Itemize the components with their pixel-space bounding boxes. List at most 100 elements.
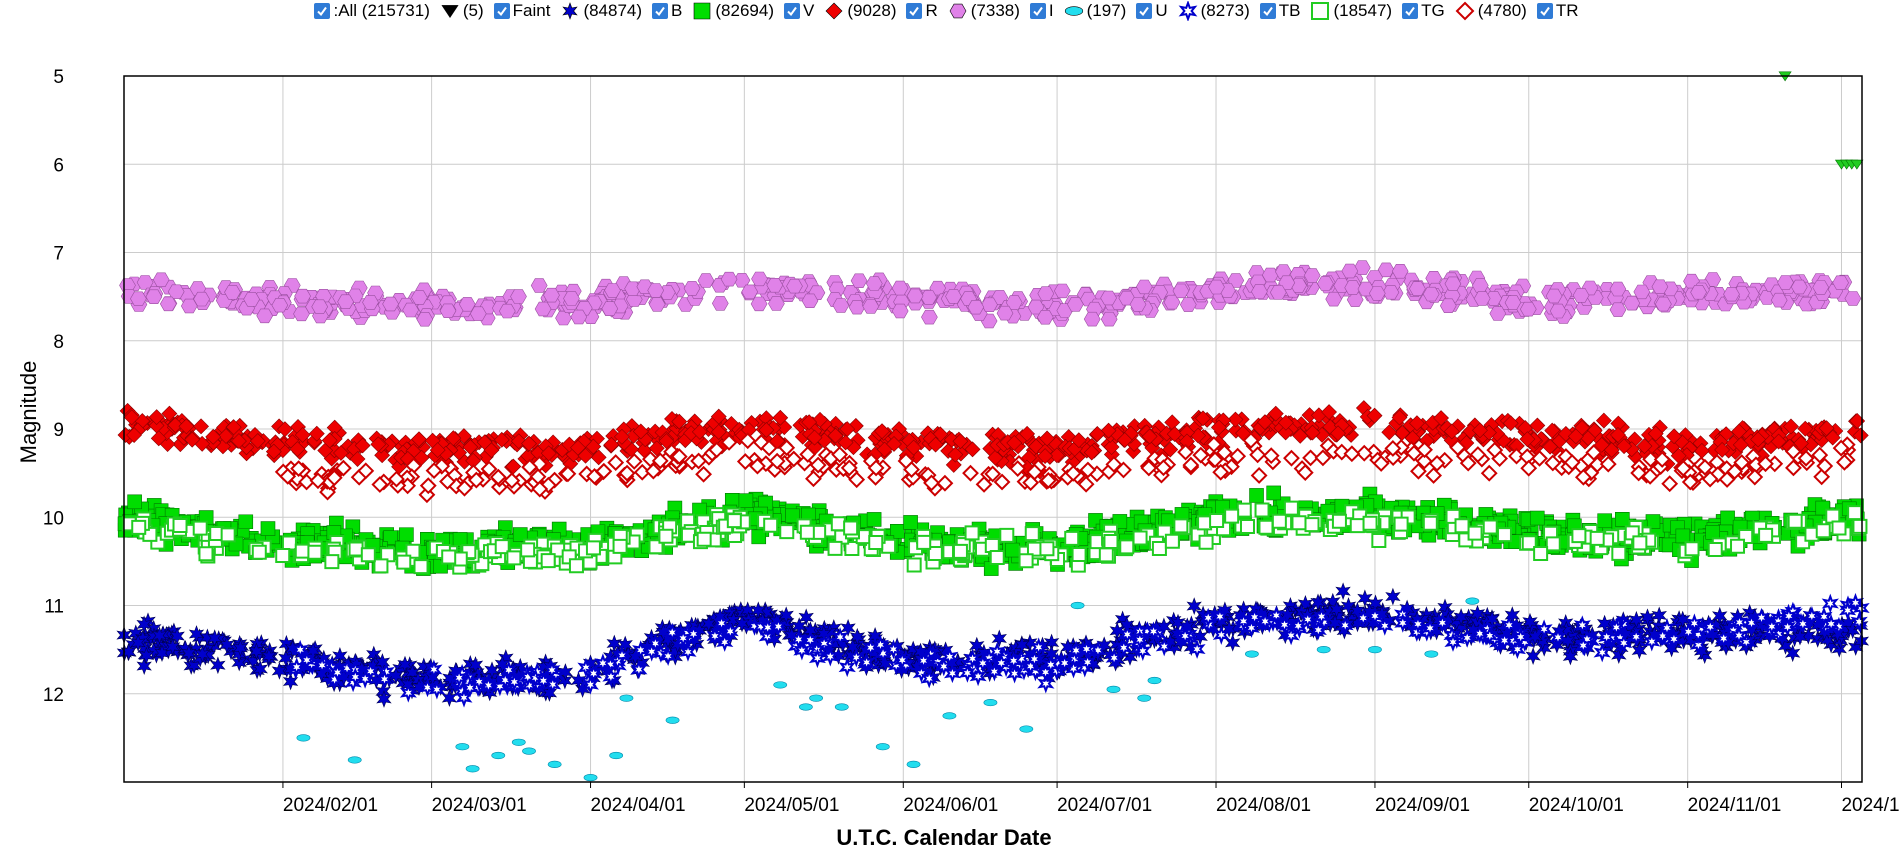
checkbox-icon[interactable] bbox=[652, 3, 669, 19]
data-point bbox=[1705, 524, 1720, 540]
legend-item[interactable]: :All (215731) bbox=[314, 1, 430, 21]
legend-item[interactable]: (84874) bbox=[560, 1, 642, 21]
data-point bbox=[1036, 310, 1054, 325]
legend-item[interactable]: B bbox=[652, 1, 682, 21]
legend-item[interactable]: TR bbox=[1536, 1, 1579, 21]
data-point bbox=[891, 303, 909, 319]
legend-item[interactable]: (4780) bbox=[1455, 1, 1527, 21]
data-point bbox=[1529, 510, 1545, 526]
legend-item[interactable]: (197) bbox=[1064, 1, 1126, 21]
data-point bbox=[1371, 533, 1387, 549]
data-point bbox=[1571, 528, 1587, 544]
checkbox-icon[interactable] bbox=[1259, 3, 1276, 19]
data-point bbox=[256, 308, 274, 324]
data-point bbox=[570, 309, 588, 325]
data-point bbox=[1690, 285, 1707, 300]
data-point bbox=[1847, 505, 1863, 521]
data-point bbox=[1623, 295, 1641, 311]
data-point bbox=[180, 298, 198, 314]
data-point bbox=[1615, 512, 1630, 527]
x-tick-label: 2024/08/01 bbox=[1216, 795, 1311, 816]
legend-item[interactable]: U bbox=[1136, 1, 1168, 21]
data-point bbox=[1393, 516, 1409, 532]
data-point bbox=[809, 694, 824, 702]
data-point bbox=[337, 294, 354, 309]
legend-item[interactable]: Faint bbox=[493, 1, 550, 21]
data-point bbox=[469, 306, 487, 321]
legend-item[interactable]: I bbox=[1029, 1, 1054, 21]
legend-item[interactable]: TB bbox=[1259, 1, 1300, 21]
data-point bbox=[131, 519, 147, 535]
legend-item[interactable]: (7338) bbox=[948, 1, 1020, 21]
legend-item[interactable]: TG bbox=[1402, 1, 1445, 21]
legend-item[interactable]: V bbox=[784, 1, 814, 21]
data-point bbox=[1245, 650, 1259, 658]
checkbox-icon[interactable] bbox=[1029, 3, 1046, 19]
open-star-symbol-icon bbox=[1178, 1, 1198, 21]
data-point bbox=[891, 280, 909, 296]
checkbox-icon[interactable] bbox=[1536, 3, 1553, 19]
data-point bbox=[964, 525, 980, 541]
data-point bbox=[281, 535, 297, 551]
data-point bbox=[1777, 275, 1794, 290]
data-point bbox=[607, 454, 625, 471]
data-point bbox=[1070, 601, 1085, 610]
data-point bbox=[1632, 535, 1648, 551]
data-point bbox=[1064, 6, 1083, 16]
legend-item[interactable]: R bbox=[906, 1, 938, 21]
legend-item[interactable]: (82694) bbox=[692, 1, 774, 21]
data-point bbox=[999, 527, 1015, 543]
checkbox-icon[interactable] bbox=[1402, 3, 1419, 19]
data-point bbox=[260, 521, 276, 536]
checkbox-icon[interactable] bbox=[314, 3, 331, 19]
legend-item[interactable]: (9028) bbox=[824, 1, 896, 21]
checkbox-icon[interactable] bbox=[906, 3, 923, 19]
data-point bbox=[562, 2, 579, 20]
data-point bbox=[1346, 292, 1364, 307]
data-point bbox=[1815, 523, 1831, 539]
data-point bbox=[695, 465, 712, 483]
data-point bbox=[766, 278, 784, 293]
data-point bbox=[396, 554, 412, 570]
data-point bbox=[238, 514, 254, 530]
y-tick-label: 11 bbox=[44, 597, 64, 618]
data-point bbox=[1409, 281, 1426, 296]
data-point bbox=[624, 281, 641, 296]
data-point bbox=[441, 689, 458, 707]
data-point bbox=[779, 524, 795, 540]
x-tick-label: 2024/07/01 bbox=[1057, 795, 1152, 816]
data-point bbox=[362, 295, 379, 310]
data-point bbox=[1135, 279, 1153, 295]
data-point bbox=[458, 297, 476, 312]
data-point bbox=[416, 312, 434, 327]
data-point bbox=[1132, 530, 1148, 546]
data-point bbox=[1572, 288, 1590, 303]
legend-item[interactable]: (8273) bbox=[1178, 1, 1250, 21]
data-point bbox=[848, 300, 866, 315]
legend-label: TR bbox=[1555, 1, 1579, 20]
data-point bbox=[568, 558, 584, 574]
data-point bbox=[534, 301, 552, 317]
data-point bbox=[1597, 513, 1612, 528]
data-point bbox=[224, 285, 241, 300]
legend-item[interactable]: (18547) bbox=[1310, 1, 1392, 21]
legend-count: (82694) bbox=[715, 1, 774, 20]
data-point bbox=[1790, 279, 1808, 295]
data-point bbox=[1533, 545, 1549, 561]
data-point bbox=[167, 284, 185, 299]
checkbox-icon[interactable] bbox=[1136, 3, 1153, 19]
data-point bbox=[520, 542, 536, 558]
data-point bbox=[311, 299, 329, 314]
checkbox-icon[interactable] bbox=[493, 3, 510, 19]
data-point bbox=[243, 292, 260, 307]
legend-count: (4780) bbox=[1477, 1, 1527, 20]
y-tick-label: 7 bbox=[53, 244, 64, 265]
data-point bbox=[193, 418, 209, 435]
x-tick-label: 2024/04/01 bbox=[591, 795, 686, 816]
data-point bbox=[1224, 508, 1240, 524]
data-point bbox=[373, 558, 389, 574]
legend-item[interactable]: (5) bbox=[440, 1, 484, 21]
checkbox-icon[interactable] bbox=[784, 3, 800, 19]
data-point bbox=[1595, 412, 1612, 429]
data-point bbox=[585, 540, 601, 556]
